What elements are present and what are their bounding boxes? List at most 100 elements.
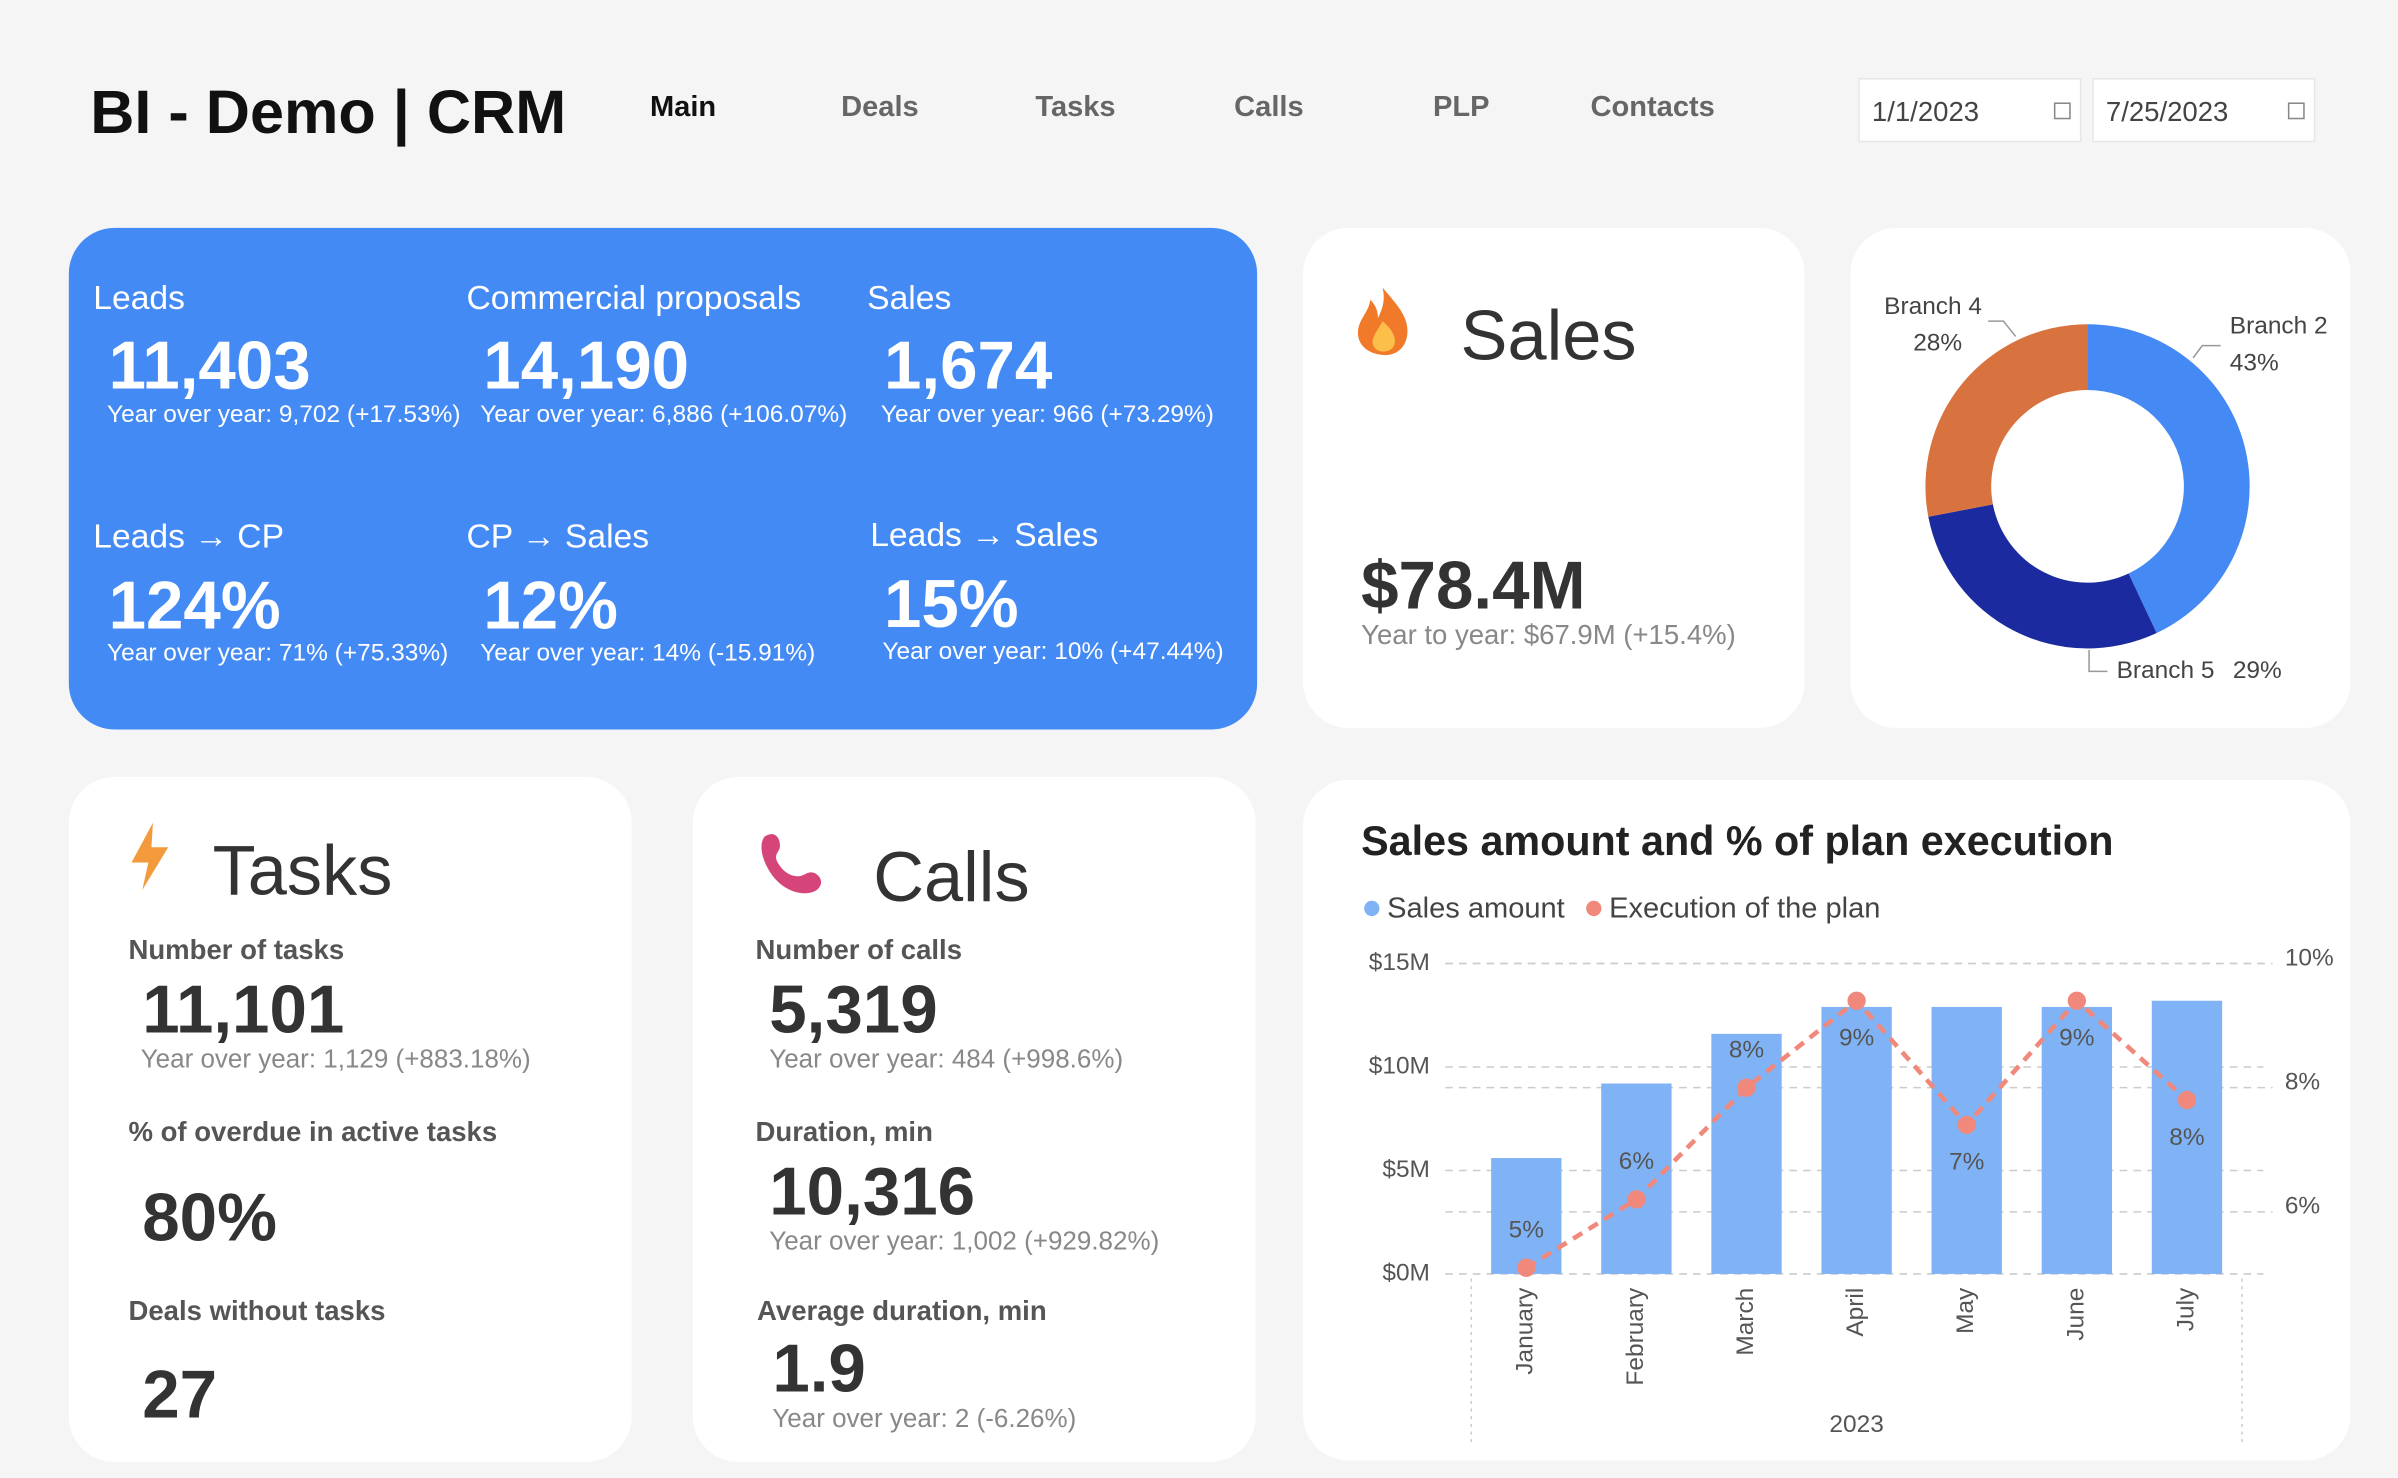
bar (1821, 1006, 1892, 1274)
data-label: 8% (1729, 1036, 1764, 1063)
kpi-yoy: Year over year: 9,702 (+17.53%) (107, 402, 461, 429)
item-label: Average duration, min (757, 1295, 1047, 1326)
kpi-value: 1,674 (883, 328, 1053, 404)
item-label: % of overdue in active tasks (128, 1116, 498, 1148)
calls-card (692, 776, 1256, 1463)
x-tick-label: July (2172, 1287, 2199, 1331)
item-label: Number of calls (755, 934, 963, 966)
item-yoy: Year over year: 2 (-6.26%) (772, 1403, 1077, 1433)
date-text: 1/1/2023 (1871, 96, 1980, 127)
sales-value: $78.4M (1361, 549, 1586, 624)
item-yoy: Year over year: 484 (+998.6%) (769, 1044, 1124, 1074)
data-label: 7% (1949, 1149, 1984, 1176)
date-input[interactable]: 7/25/2023 (2092, 77, 2316, 143)
bar (1931, 1006, 2002, 1274)
kpi-label: CP → Sales (466, 516, 650, 556)
legend-label: Execution of the plan (1609, 893, 1880, 925)
item-value: 11,101 (142, 972, 345, 1048)
item-value: 27 (142, 1358, 218, 1433)
item-value: 1.9 (772, 1332, 866, 1407)
kpi-card (68, 227, 1258, 730)
bar (2151, 1000, 2223, 1274)
legend-dot (1364, 900, 1380, 917)
x-tick-label: June (2062, 1288, 2089, 1341)
data-label: 8% (2169, 1124, 2204, 1151)
y-tick-label: $15M (1369, 949, 1430, 976)
slice-value: 43% (2230, 349, 2279, 376)
kpi-yoy: Year over year: 14% (-15.91%) (480, 640, 816, 667)
kpi-yoy: Year over year: 966 (+73.29%) (880, 402, 1214, 429)
data-label: 9% (1839, 1024, 1874, 1051)
leader-line (2088, 649, 2108, 673)
y-tick-label: $10M (1369, 1052, 1430, 1079)
calendar-icon (2053, 102, 2071, 120)
plan-point (1517, 1258, 1536, 1277)
x-axis-label: 2023 (1829, 1411, 1883, 1438)
y2-tick-label: 6% (2285, 1193, 2320, 1220)
x-tick-label: April (1842, 1288, 1869, 1337)
kpi-label: Leads → Sales (870, 515, 1099, 554)
tasks-card (68, 776, 632, 1463)
kpi-value: 12% (483, 568, 618, 644)
item-value: 10,316 (769, 1154, 976, 1230)
x-tick-label: May (1952, 1287, 1979, 1334)
calendar-icon (2287, 102, 2305, 120)
leader-line (1988, 320, 2017, 337)
item-yoy: Year over year: 1,129 (+883.18%) (140, 1044, 531, 1074)
chart-title: Sales amount and % of plan execution (1361, 818, 2113, 864)
x-tick-label: March (1732, 1288, 1759, 1356)
nav-tab[interactable]: Calls (1234, 91, 1304, 124)
y2-tick-label: 10% (2285, 944, 2334, 971)
plan-point (1737, 1078, 1756, 1097)
y2-tick-label: 8% (2285, 1069, 2320, 1096)
kpi-yoy: Year over year: 6,886 (+106.07%) (480, 402, 848, 429)
y-tick-label: $0M (1382, 1259, 1430, 1286)
nav-tab[interactable]: PLP (1432, 91, 1490, 124)
plan-point (1627, 1190, 1646, 1209)
slice-value: 29% (2233, 657, 2282, 684)
legend-label: Sales amount (1387, 893, 1565, 925)
date-input[interactable]: 1/1/2023 (1858, 77, 2082, 143)
card-title: Calls (873, 836, 1030, 917)
sales-yoy: Year to year: $67.9M (+15.4%) (1361, 619, 1736, 650)
item-label: Number of tasks (128, 934, 345, 966)
kpi-yoy: Year over year: 10% (+47.44%) (882, 639, 1224, 666)
item-yoy: Year over year: 1,002 (+929.82%) (769, 1226, 1160, 1256)
x-tick-label: February (1622, 1287, 1649, 1386)
card-title: Tasks (212, 830, 393, 910)
kpi-value: 14,190 (483, 328, 690, 404)
plan-point (1957, 1115, 1976, 1135)
kpi-yoy: Year over year: 71% (+75.33%) (107, 640, 449, 667)
item-label: Duration, min (755, 1116, 933, 1148)
slice-value: 28% (1913, 330, 1962, 357)
bar (1711, 1033, 1782, 1274)
y-tick-label: $5M (1382, 1156, 1430, 1183)
plan-point (2067, 991, 2087, 1010)
donut-slice (1925, 324, 2088, 517)
nav-tab[interactable]: Contacts (1590, 91, 1715, 124)
nav-tab[interactable]: Main (649, 91, 717, 124)
nav-tab[interactable]: Deals (841, 91, 919, 124)
kpi-label: Leads (93, 278, 185, 317)
nav-tab[interactable]: Tasks (1035, 91, 1116, 124)
item-value: 5,319 (769, 972, 938, 1048)
flame-icon (1357, 287, 1408, 356)
kpi-value: 15% (883, 567, 1019, 643)
data-label: 9% (2059, 1024, 2094, 1051)
kpi-value: 11,403 (108, 328, 311, 404)
slice-label: Branch 4 (1884, 293, 1982, 320)
donut-slice (2087, 324, 2250, 634)
donut-slice (1928, 504, 2157, 649)
data-label: 5% (1509, 1216, 1544, 1243)
legend-dot (1586, 900, 1602, 917)
leader-line (2192, 344, 2221, 359)
item-value: 80% (142, 1180, 277, 1256)
bar (1601, 1083, 1672, 1274)
lightning-icon (131, 822, 169, 891)
kpi-label: Sales (867, 278, 952, 317)
kpi-value: 124% (108, 568, 281, 644)
item-label: Deals without tasks (128, 1295, 386, 1326)
x-tick-label: January (1512, 1287, 1539, 1375)
